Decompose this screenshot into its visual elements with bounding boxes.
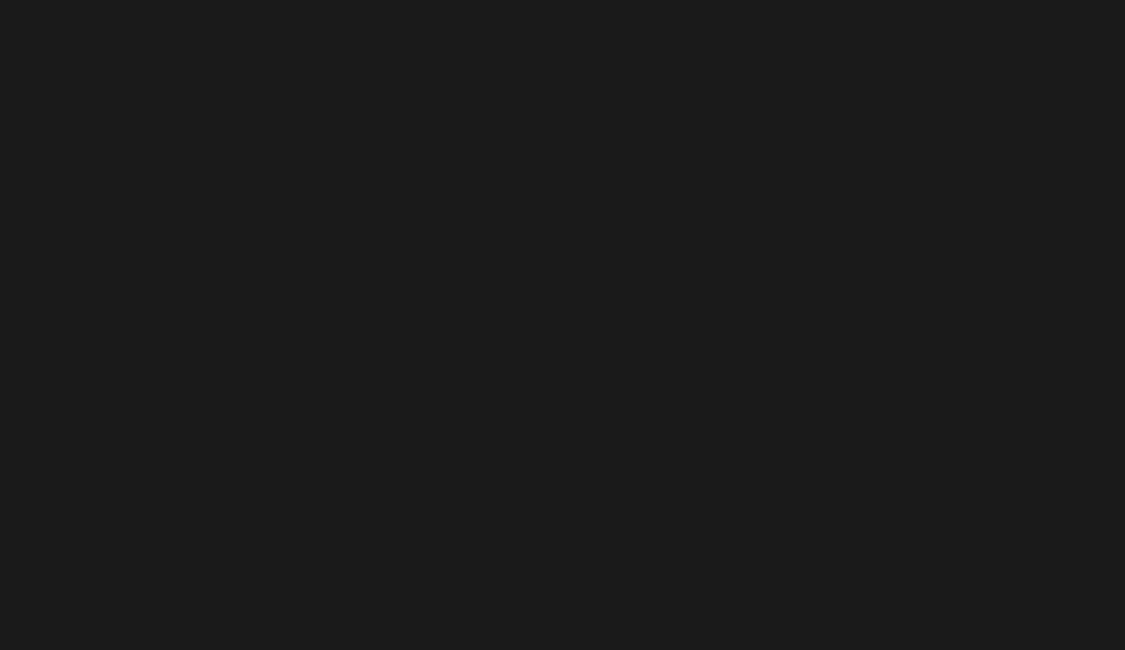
Text: d. 23.0: d. 23.0 xyxy=(178,354,253,376)
Text: B: B xyxy=(165,538,180,556)
Text: c. 20.3: c. 20.3 xyxy=(178,309,251,331)
Text: A: A xyxy=(165,472,179,490)
Text: 900 each are taken and found the mean as 15.10 and 15.30. Test: 900 each are taken and found the mean as… xyxy=(148,107,857,129)
Text: the significant.: the significant. xyxy=(148,157,312,179)
Text: A normal population has a deviation of 0.2. Two samples of sizes: A normal population has a deviation of 0… xyxy=(148,57,855,79)
Text: b. 21.3: b. 21.3 xyxy=(178,264,253,286)
Text: C: C xyxy=(165,603,180,621)
Text: e. NONE OF THE ABOVE: e. NONE OF THE ABOVE xyxy=(178,398,457,421)
Text: a. 23.1: a. 23.1 xyxy=(178,219,252,241)
